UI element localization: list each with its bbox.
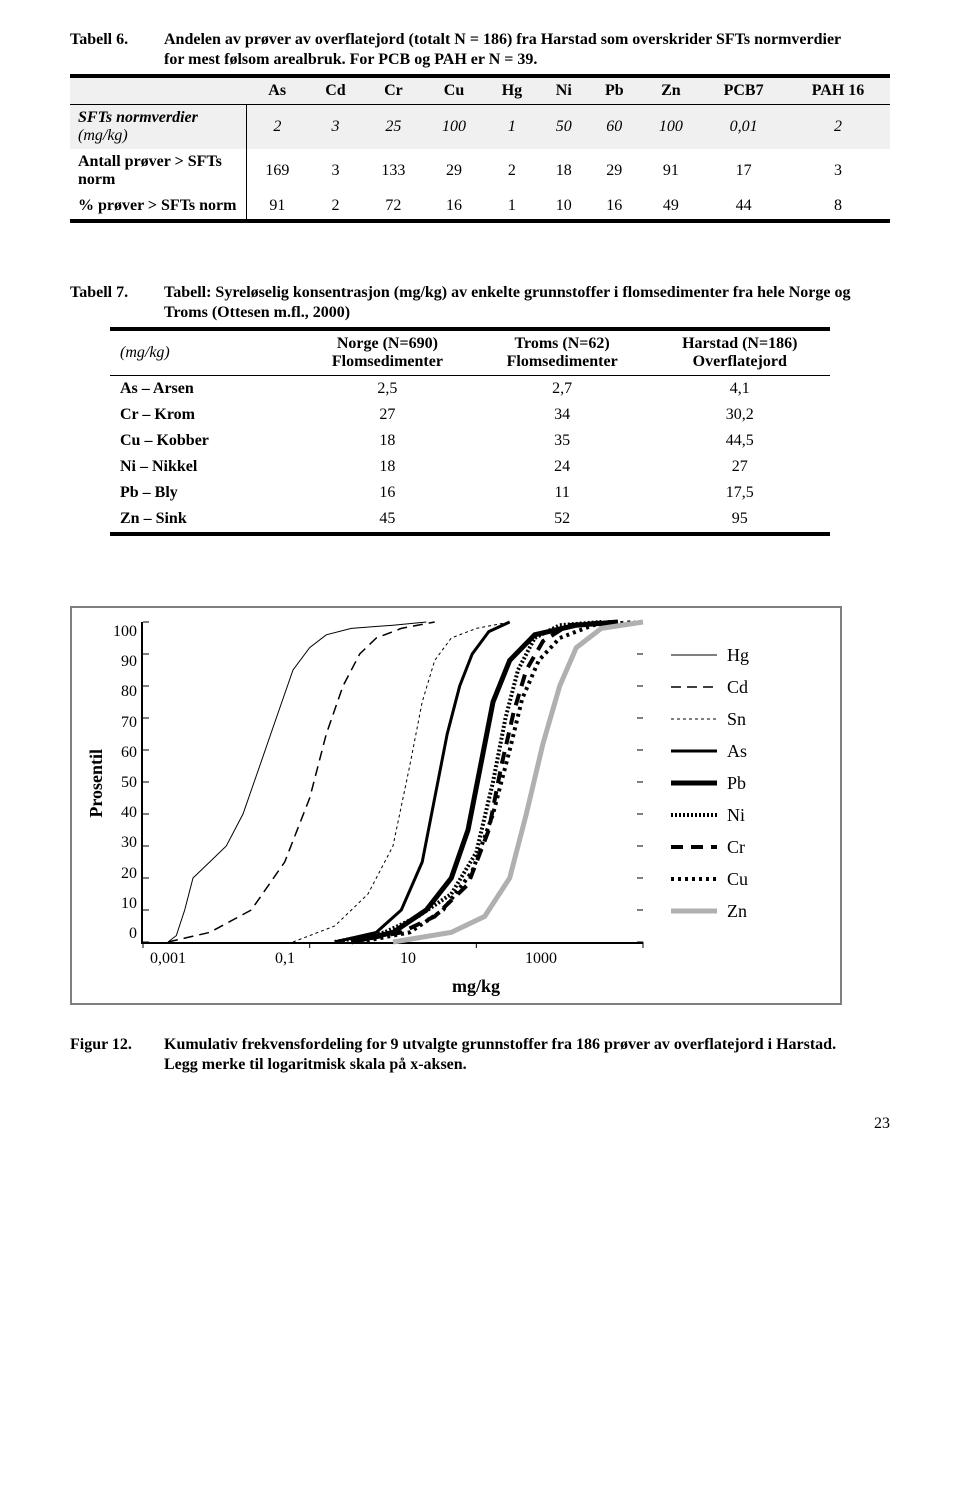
- legend-item-Zn: Zn: [671, 901, 749, 922]
- chart-plot-area: [141, 622, 643, 944]
- table6-label: Tabell 6.: [70, 30, 160, 50]
- legend-item-Ni: Ni: [671, 805, 749, 826]
- legend-item-Cr: Cr: [671, 837, 749, 858]
- table6-row-prosent: % prøver > SFTs norm 91 2 72 16 1 10 16 …: [70, 193, 890, 221]
- table6: As Cd Cr Cu Hg Ni Pb Zn PCB7 PAH 16 SFTs…: [70, 74, 890, 223]
- series-Cd: [168, 622, 435, 942]
- legend-item-Cd: Cd: [671, 677, 749, 698]
- legend-item-Hg: Hg: [671, 645, 749, 666]
- table6-row-normverdier: SFTs normverdier(mg/kg) 2 3 25 100 1 50 …: [70, 105, 890, 150]
- table7-row: As – Arsen2,52,74,1: [110, 376, 830, 403]
- table7-header-row: (mg/kg) Norge (N=690)Flomsedimenter Trom…: [110, 329, 830, 376]
- legend-item-Sn: Sn: [671, 709, 749, 730]
- chart-xlabel: mg/kg: [126, 976, 826, 997]
- series-Hg: [168, 622, 426, 942]
- chart-xticks: 0,0010,1101000: [150, 950, 650, 968]
- chart-yticks: 1009080706050403020100: [113, 623, 141, 943]
- table7-row: Zn – Sink455295: [110, 506, 830, 534]
- table6-caption: Tabell 6. Andelen av prøver av overflate…: [70, 30, 890, 70]
- table7-row: Cu – Kobber183544,5: [110, 428, 830, 454]
- chart-ylabel: Prosentil: [86, 749, 107, 818]
- figure-caption: Figur 12. Kumulativ frekvensfordeling fo…: [70, 1035, 890, 1075]
- table7-caption: Tabell 7. Tabell: Syreløselig konsentras…: [70, 283, 890, 323]
- legend-item-As: As: [671, 741, 749, 762]
- series-Cr: [351, 622, 609, 942]
- cumulative-chart: Prosentil 1009080706050403020100 Hg Cd Sn A…: [70, 606, 842, 1005]
- legend-item-Cu: Cu: [671, 869, 749, 890]
- table7-title: Tabell: Syreløselig konsentrasjon (mg/kg…: [164, 283, 864, 323]
- figure-label: Figur 12.: [70, 1035, 160, 1055]
- table7-row: Pb – Bly161117,5: [110, 480, 830, 506]
- table6-title: Andelen av prøver av overflatejord (tota…: [164, 30, 864, 70]
- table7-row: Cr – Krom273430,2: [110, 402, 830, 428]
- table7-label: Tabell 7.: [70, 283, 160, 303]
- table7: (mg/kg) Norge (N=690)Flomsedimenter Trom…: [110, 327, 830, 536]
- series-Zn: [393, 622, 643, 942]
- figure-title: Kumulativ frekvensfordeling for 9 utvalg…: [164, 1035, 864, 1075]
- chart-legend: Hg Cd Sn As Pb Ni Cr Cu Zn: [671, 645, 749, 922]
- table7-row: Ni – Nikkel182427: [110, 454, 830, 480]
- table6-row-antall: Antall prøver > SFTs norm 169 3 133 29 2…: [70, 149, 890, 193]
- series-As: [335, 622, 510, 942]
- page-number: 23: [70, 1115, 890, 1133]
- series-Pb: [351, 622, 618, 942]
- table6-header-row: As Cd Cr Cu Hg Ni Pb Zn PCB7 PAH 16: [70, 76, 890, 105]
- series-Ni: [335, 622, 602, 942]
- legend-item-Pb: Pb: [671, 773, 749, 794]
